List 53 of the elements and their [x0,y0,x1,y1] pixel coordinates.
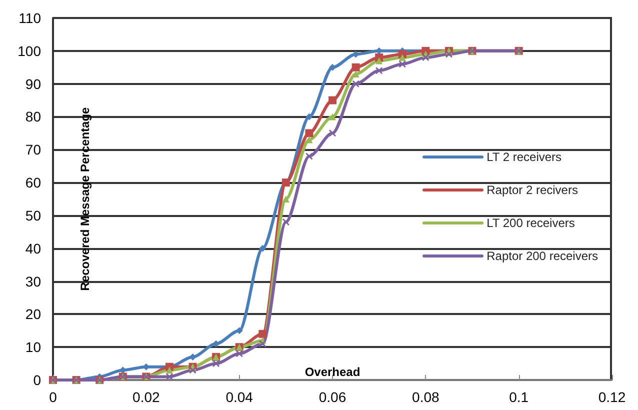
y-tick-label: 0 [33,372,42,388]
point [166,373,173,380]
x-tick-label: 0 [49,389,58,405]
point [305,129,314,138]
point [212,340,220,348]
y-tick-label: 10 [25,339,42,356]
y-tick-label: 40 [25,240,42,256]
point [259,340,266,348]
point [328,96,336,104]
point [352,80,360,88]
x-tick-label: 0.02 [132,389,160,405]
y-tick-label: 50 [25,207,42,224]
point [282,218,290,226]
legend-label: Raptor 200 receivers [486,249,598,263]
point [212,360,220,368]
point [306,152,313,160]
legend-label: LT 200 receivers [486,216,575,230]
point [306,113,313,120]
point [189,366,196,374]
point [166,366,173,374]
x-tick-label: 0.1 [509,389,529,405]
x-tick-label: 0.06 [318,389,346,405]
point [236,327,243,334]
legend-label: LT 2 receivers [486,150,562,164]
point [422,54,430,61]
y-tick-label: 90 [25,76,42,92]
legend-label: Raptor 2 recivers [486,183,578,197]
y-tick-label: 30 [25,273,42,290]
point [376,57,383,64]
point [329,113,336,120]
point [282,196,290,202]
point [445,50,452,58]
point [376,67,383,74]
point [189,353,196,360]
point [352,63,360,72]
point [398,54,406,61]
point [258,330,267,338]
point [236,350,243,358]
point [329,64,336,71]
y-tick-label: 110 [18,10,42,26]
x-axis-title: Overhead [304,365,360,379]
y-tick-label: 100 [18,42,42,59]
x-tick-label: 0.08 [412,389,440,405]
x-tick-label: 0.04 [226,389,254,405]
y-tick-label: 20 [25,306,42,322]
x-tick-label: 0.12 [598,389,626,405]
point [398,60,406,68]
y-tick-label: 70 [25,142,42,158]
point [329,130,336,137]
y-tick-label: 60 [25,174,42,191]
point [259,244,266,252]
y-axis-title: Recovered Message Percentage [78,106,92,291]
y-tick-label: 80 [25,108,42,125]
